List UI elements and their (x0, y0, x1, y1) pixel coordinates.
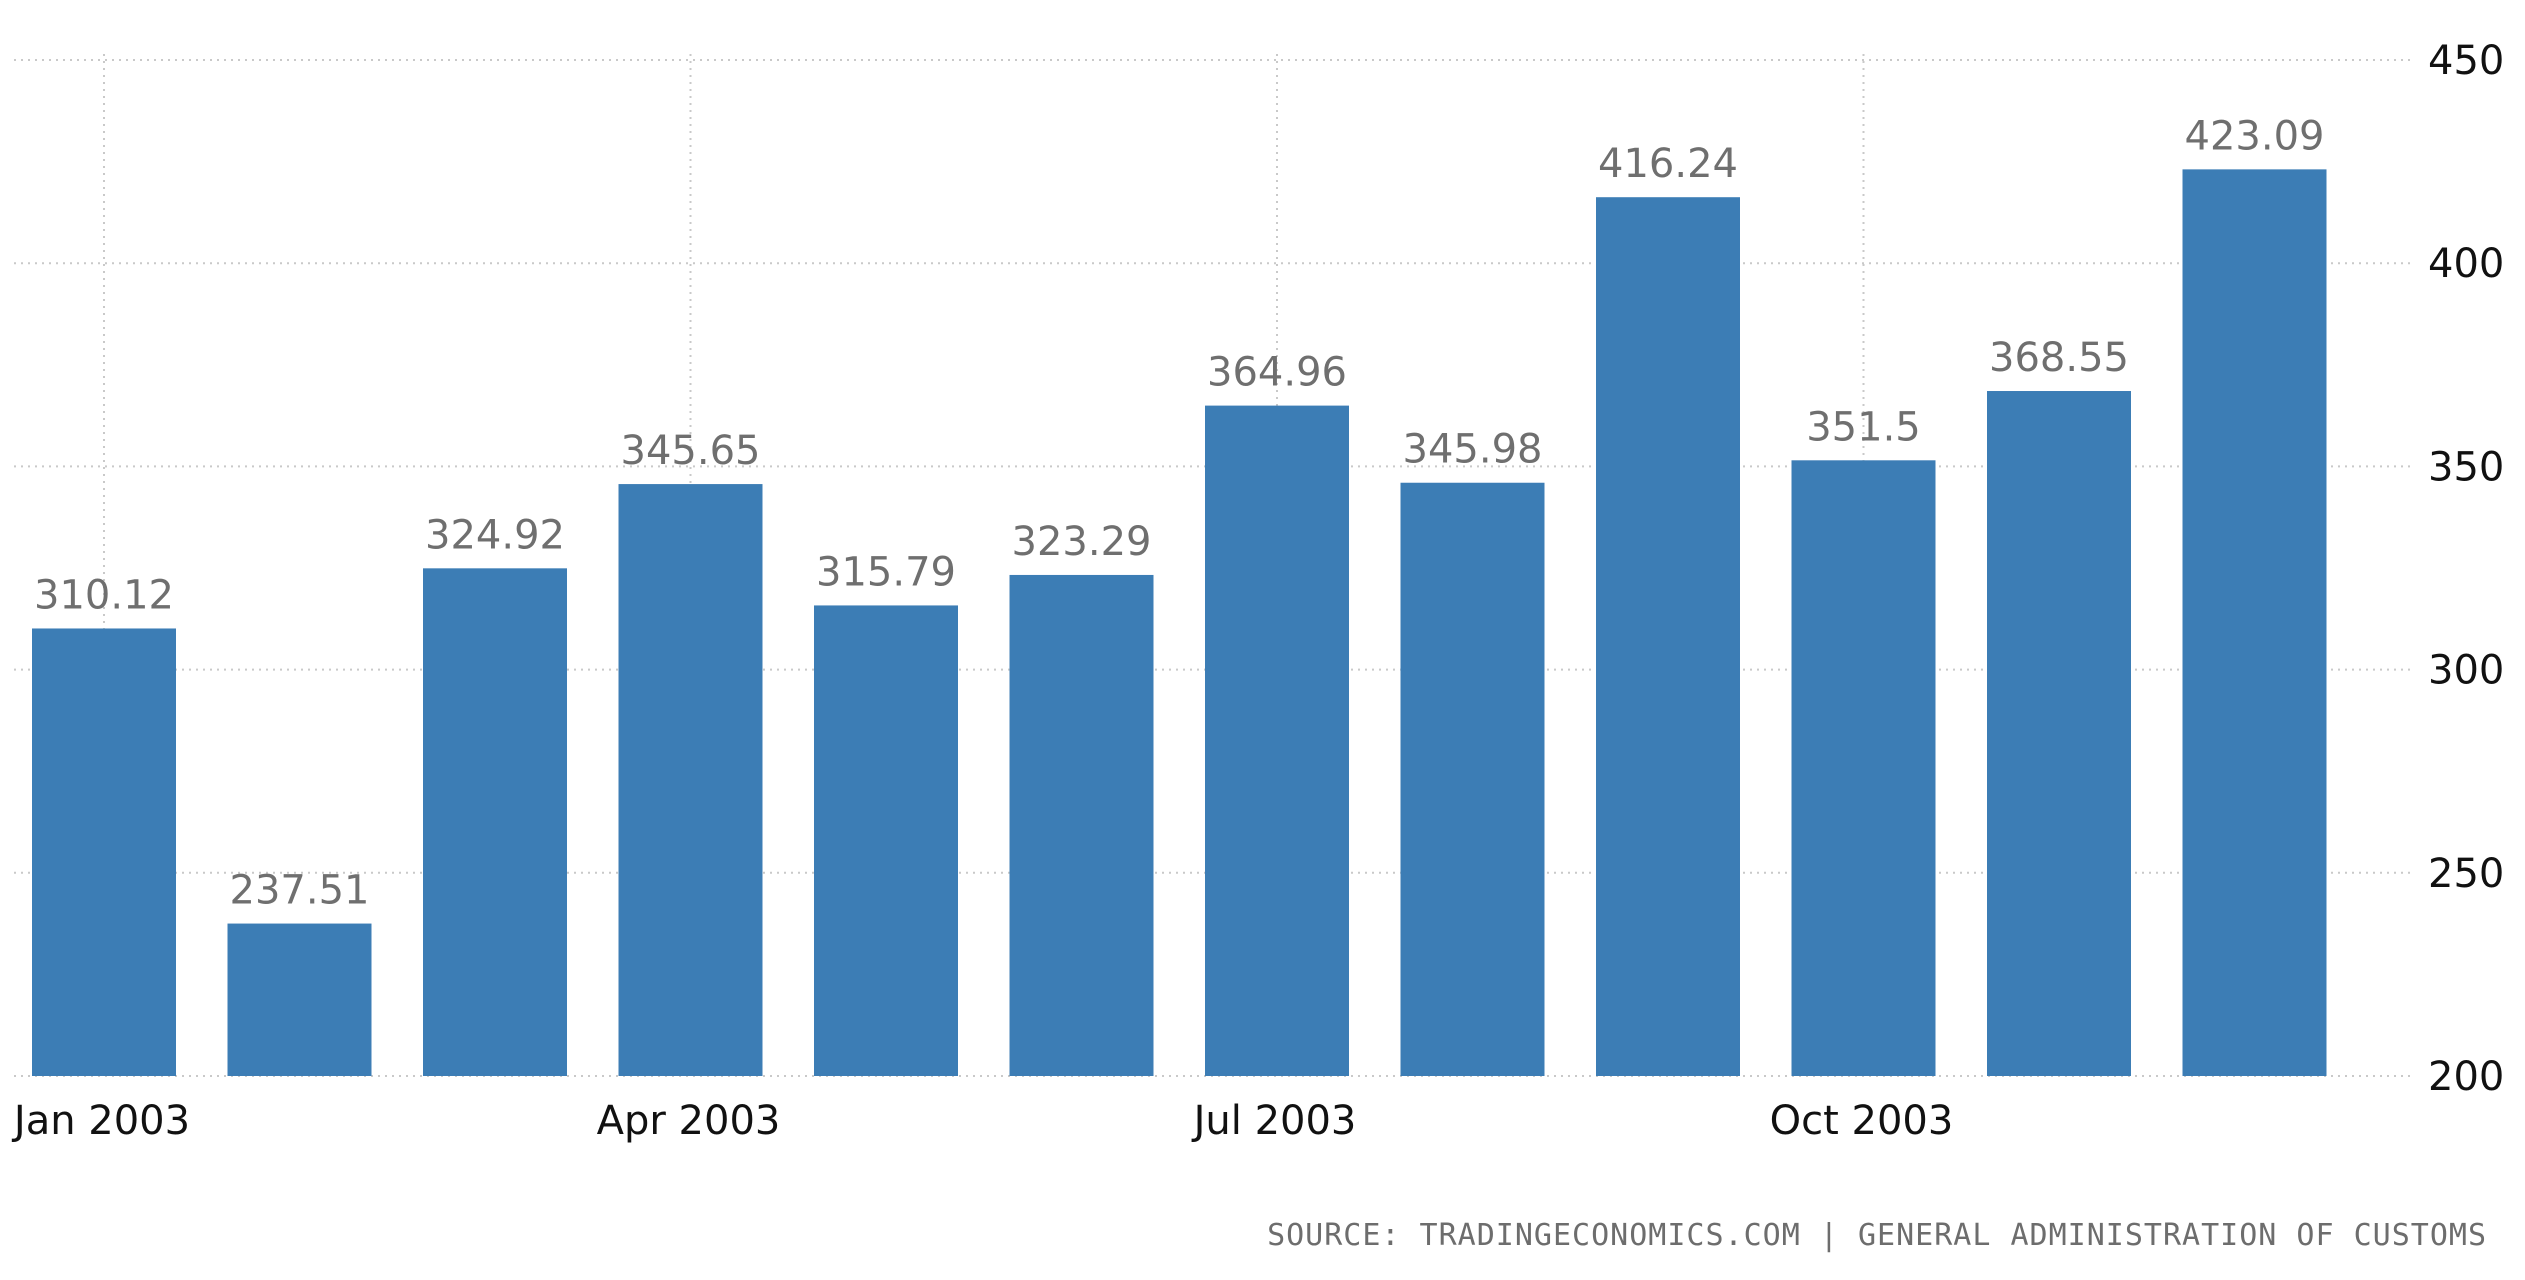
data-label: 345.98 (1403, 427, 1543, 473)
x-tick-label: Jul 2003 (1191, 1098, 1357, 1144)
x-axis: Jan 2003 Apr 2003 Jul 2003 Oct 2003 (11, 1098, 1953, 1144)
y-tick-label: 350 (2428, 444, 2504, 490)
bar (32, 628, 176, 1076)
data-label: 237.51 (230, 868, 370, 914)
bar (1987, 391, 2131, 1076)
data-label: 416.24 (1598, 141, 1738, 187)
y-tick-label: 400 (2428, 241, 2504, 287)
bar (1205, 405, 1349, 1077)
y-axis: 200 250 300 350 400 450 (2428, 38, 2504, 1100)
y-tick-label: 200 (2428, 1054, 2504, 1100)
data-label: 364.96 (1207, 350, 1347, 396)
x-tick-label: Jan 2003 (11, 1098, 190, 1144)
data-label: 323.29 (1012, 519, 1152, 565)
x-tick-label: Apr 2003 (597, 1098, 781, 1144)
data-label: 310.12 (34, 572, 174, 618)
data-label: 368.55 (1989, 335, 2129, 381)
y-tick-label: 450 (2428, 38, 2504, 84)
data-label: 345.65 (621, 428, 761, 474)
bar (227, 923, 372, 1076)
x-tick-label: Oct 2003 (1770, 1098, 1954, 1144)
data-label: 315.79 (816, 549, 956, 595)
bar (1009, 574, 1154, 1076)
bar (1596, 197, 1740, 1077)
source-note: SOURCE: TRADINGECONOMICS.COM | GENERAL A… (1267, 1218, 2487, 1253)
data-label: 351.5 (1806, 404, 1921, 450)
data-label: 324.92 (425, 512, 565, 558)
value-labels-layer: 310.12 237.51 324.92 345.65 315.79 323.29 364.… (34, 113, 2324, 913)
data-label: 423.09 (2185, 113, 2325, 159)
bar (814, 605, 958, 1076)
bar (423, 568, 567, 1076)
bar (1400, 482, 1545, 1076)
bars-layer (32, 169, 2327, 1077)
y-tick-label: 250 (2428, 851, 2504, 897)
bar (618, 484, 763, 1077)
bar (2182, 169, 2327, 1076)
bar (1791, 460, 1936, 1077)
y-tick-label: 300 (2428, 648, 2504, 694)
